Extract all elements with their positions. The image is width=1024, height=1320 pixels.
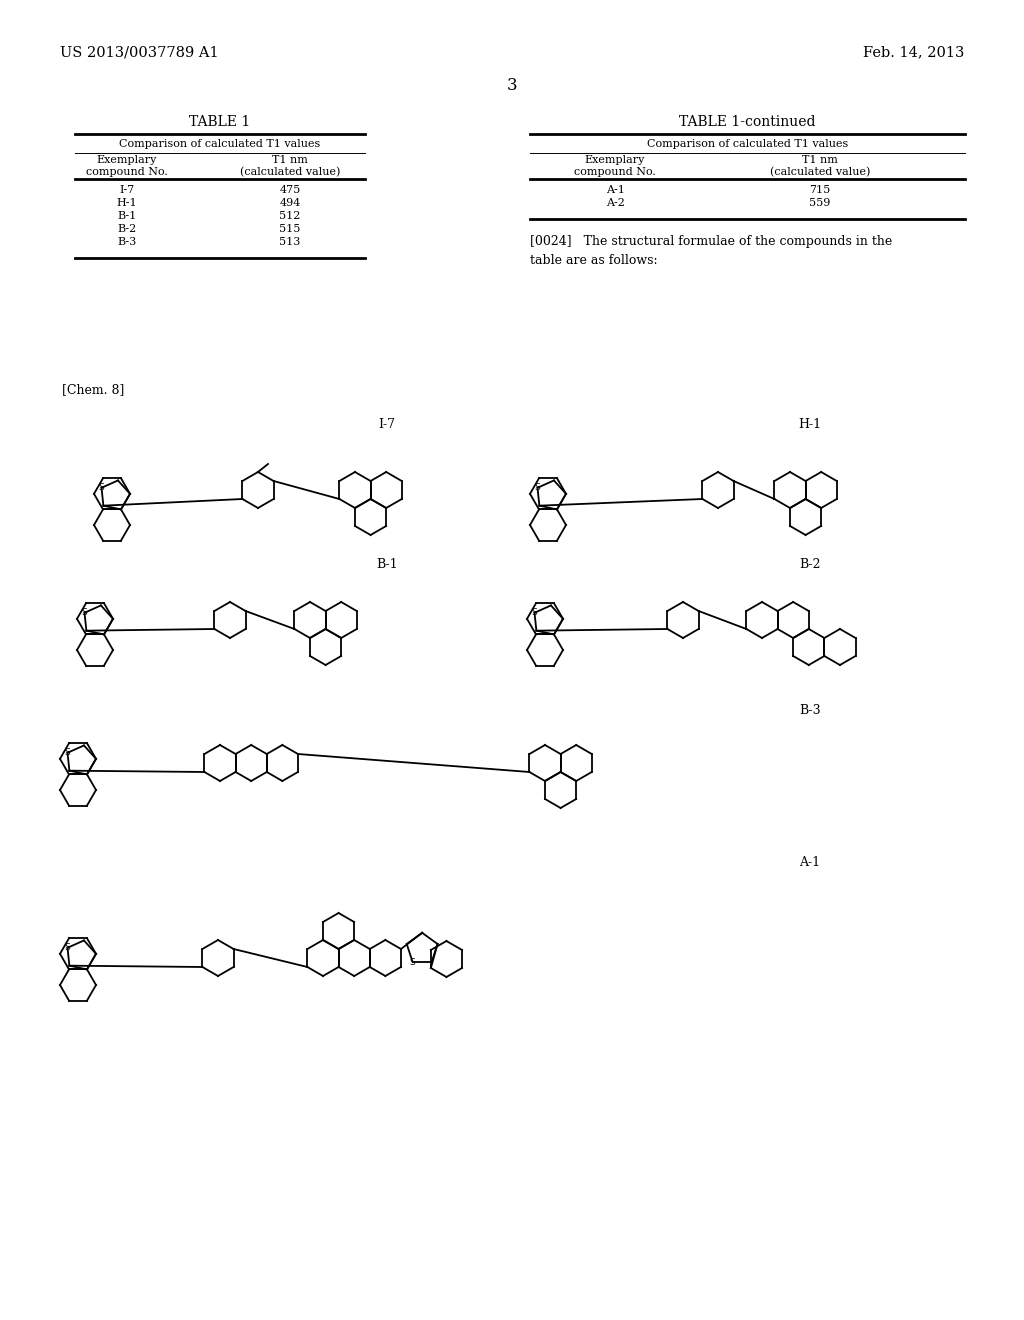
Text: T1 nm
(calculated value): T1 nm (calculated value) [770,154,870,177]
Text: 515: 515 [280,224,301,234]
Text: A-1: A-1 [605,185,625,195]
Text: B-1: B-1 [118,211,136,220]
Text: S: S [410,957,416,966]
Text: Exemplary
compound No.: Exemplary compound No. [86,156,168,177]
Text: TABLE 1: TABLE 1 [189,115,251,129]
Text: B-3: B-3 [118,238,136,247]
Text: S: S [531,609,538,618]
Text: 559: 559 [809,198,830,209]
Text: Comparison of calculated T1 values: Comparison of calculated T1 values [120,139,321,149]
Text: I-7: I-7 [120,185,134,195]
Text: S: S [535,483,541,492]
Text: H-1: H-1 [117,198,137,209]
Text: Feb. 14, 2013: Feb. 14, 2013 [862,45,964,59]
Text: S: S [65,944,71,952]
Text: H-1: H-1 [799,418,821,432]
Text: I-7: I-7 [379,418,395,432]
Text: 3: 3 [507,78,517,95]
Text: T1 nm
(calculated value): T1 nm (calculated value) [240,154,340,177]
Text: B-3: B-3 [799,704,821,717]
Text: B-2: B-2 [800,558,821,572]
Text: A-2: A-2 [605,198,625,209]
Text: Comparison of calculated T1 values: Comparison of calculated T1 values [647,139,848,149]
Text: [0024]   The structural formulae of the compounds in the
table are as follows:: [0024] The structural formulae of the co… [530,235,892,267]
Text: [Chem. 8]: [Chem. 8] [62,384,124,396]
Text: S: S [98,483,104,492]
Text: B-2: B-2 [118,224,136,234]
Text: TABLE 1-continued: TABLE 1-continued [679,115,816,129]
Text: 715: 715 [809,185,830,195]
Text: US 2013/0037789 A1: US 2013/0037789 A1 [60,45,219,59]
Text: 494: 494 [280,198,301,209]
Text: 475: 475 [280,185,301,195]
Text: 512: 512 [280,211,301,220]
Text: B-1: B-1 [376,558,397,572]
Text: Exemplary
compound No.: Exemplary compound No. [574,156,656,177]
Text: A-1: A-1 [800,855,820,869]
Text: 513: 513 [280,238,301,247]
Text: S: S [82,609,87,618]
Text: S: S [65,748,71,758]
